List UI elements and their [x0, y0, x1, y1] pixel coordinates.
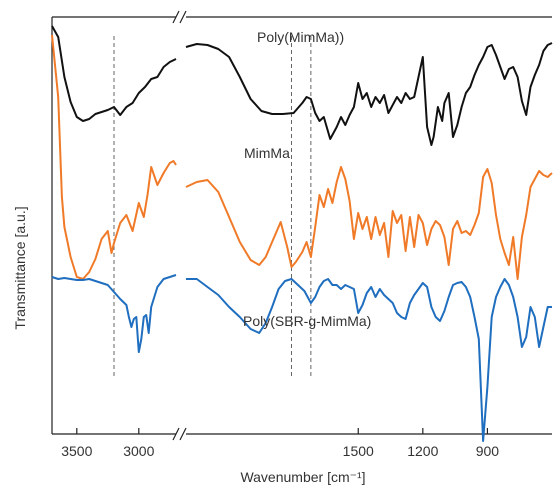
x-axis-title: Wavenumber [cm⁻¹] — [240, 469, 365, 485]
x-tick-label-900: 900 — [476, 443, 500, 459]
x-tick-label-3500: 3500 — [61, 443, 92, 459]
series-line-2-right — [186, 278, 552, 442]
y-axis-title: Transmittance [a.u.] — [12, 206, 28, 329]
x-tick-label-1500: 1500 — [343, 443, 374, 459]
series-label-poly-mimma: Poly(MimMa)) — [257, 29, 344, 45]
series-label-poly-sbr-g-mimma: Poly(SBR-g-MimMa) — [243, 313, 371, 329]
x-tick-label-1200: 1200 — [407, 443, 438, 459]
series-line-0-left — [51, 25, 177, 122]
series-label-mimma: MimMa — [244, 145, 290, 161]
axis-break-mark-top-1 — [172, 10, 180, 24]
series-line-1-left — [51, 34, 177, 280]
series-line-2-left — [51, 274, 177, 353]
x-tick-label-3000: 3000 — [123, 443, 154, 459]
series-line-0-right — [185, 42, 553, 146]
axis-break-mark-top-2 — [179, 10, 187, 24]
axis-break-mark-bottom-2 — [179, 427, 187, 441]
axis-break-mark-bottom-1 — [172, 427, 180, 441]
series-line-1-right — [185, 166, 553, 280]
